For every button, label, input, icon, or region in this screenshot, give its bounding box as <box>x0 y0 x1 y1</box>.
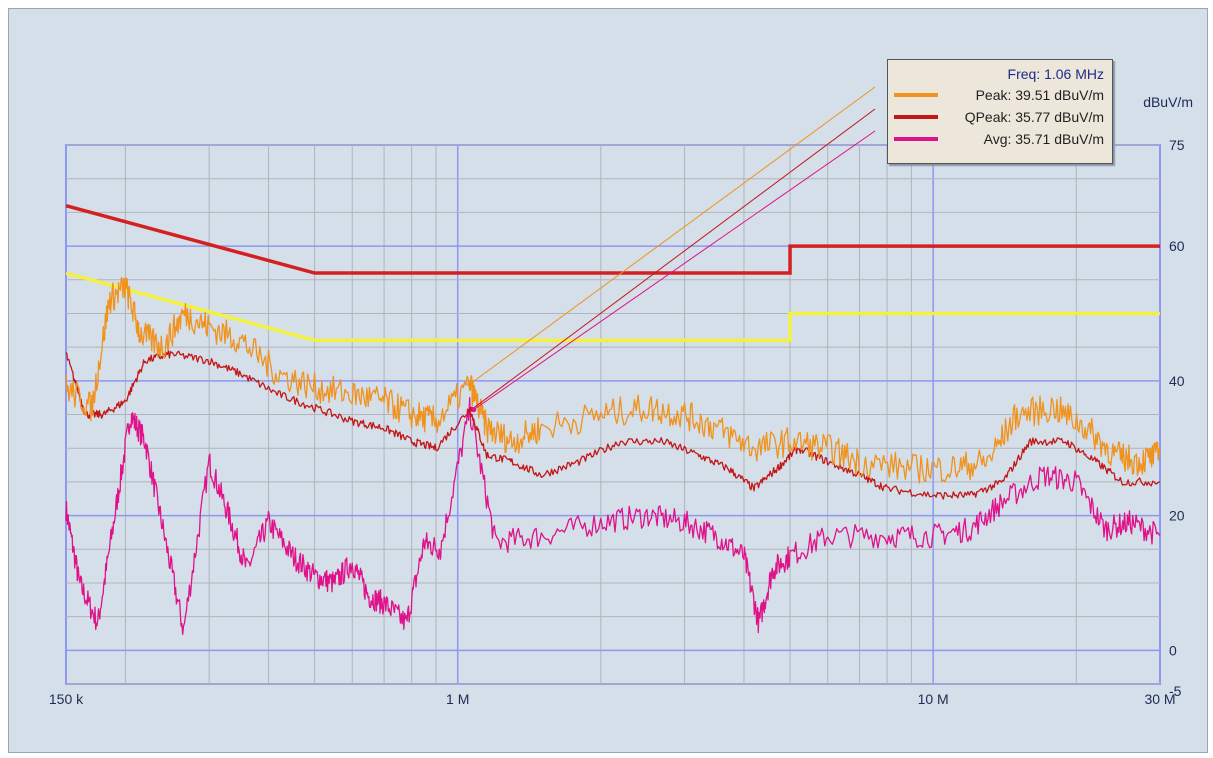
cursor-marker-peak <box>467 381 473 387</box>
y-tick-label: 0 <box>1169 642 1177 658</box>
emc-chart: 150 k 1 M 10 M 30 M 75 60 40 20 0 -5 dBuV/m <box>49 86 1193 707</box>
x-tick-label: 150 k <box>49 691 84 707</box>
x-tick-label: 10 M <box>918 691 949 707</box>
cursor-frequency: Freq: 1.06 MHz <box>1007 66 1104 82</box>
cursor-leader-peak <box>469 86 876 385</box>
limit-line-0 <box>65 203 1160 275</box>
qpeak-swatch <box>894 115 938 119</box>
y-tick-label: 40 <box>1169 373 1185 389</box>
limit-line-1 <box>65 271 1160 343</box>
qpeak-readout: QPeak: 35.77 dBuV/m <box>964 109 1104 125</box>
cursor-readout-legend: Freq: 1.06 MHz Peak: 39.51 dBuV/m QPeak:… <box>887 59 1113 164</box>
y-tick-label: 20 <box>1169 508 1185 524</box>
y-tick-label: 75 <box>1169 137 1185 153</box>
y-tick-label: 60 <box>1169 238 1185 254</box>
cursor-leader-qpeak <box>471 108 876 410</box>
y-unit-label: dBuV/m <box>1143 94 1193 110</box>
series-line-qpeak <box>65 350 1161 500</box>
peak-readout: Peak: 39.51 dBuV/m <box>975 87 1104 103</box>
series-line-peak <box>65 276 1161 484</box>
x-tick-label: 30 M <box>1144 691 1175 707</box>
emc-scan-window: 150 k 1 M 10 M 30 M 75 60 40 20 0 -5 dBuV/m Freq:… <box>8 8 1208 753</box>
cursor-leader-avg <box>473 130 876 411</box>
x-tick-label: 1 M <box>446 691 469 707</box>
y-tick-label: -5 <box>1169 683 1182 699</box>
series-line-avg <box>65 397 1161 635</box>
cursor-marker-avg <box>471 407 477 413</box>
avg-readout: Avg: 35.71 dBuV/m <box>983 131 1104 147</box>
avg-swatch <box>894 137 938 141</box>
peak-swatch <box>894 93 938 97</box>
